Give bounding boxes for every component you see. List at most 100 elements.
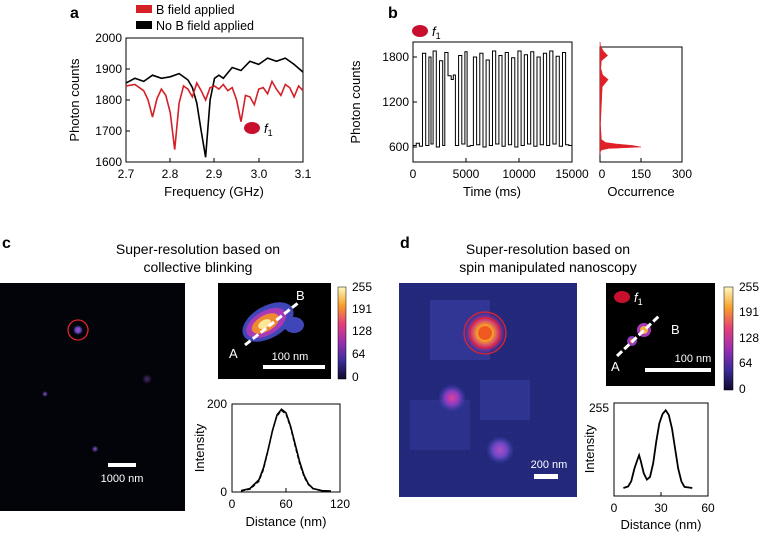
colorbar-c-tick-191: 191 bbox=[352, 302, 372, 316]
profile-line-c bbox=[244, 301, 299, 347]
marker-f1-a-label: f1 bbox=[264, 121, 273, 138]
chart-b-hist-xlabel: Occurrence bbox=[607, 184, 674, 199]
chart-c-xtick-120: 120 bbox=[330, 497, 350, 511]
colorbar-c-tick-255: 255 bbox=[352, 280, 372, 294]
marker-f1-a bbox=[244, 122, 260, 134]
chart-b-ylabel: Photon counts bbox=[348, 60, 363, 144]
chart-c-profile-axes: 200 0 0 60 120 Distance (nm) Intensity bbox=[192, 397, 350, 529]
panel-label-d: d bbox=[400, 235, 410, 252]
chart-a-axes: 2000 1900 1800 1700 1600 2.7 2.8 2.9 3.0… bbox=[67, 31, 312, 199]
chart-a-ytick-1900: 1900 bbox=[95, 62, 122, 76]
legend-a: B field applied No B field applied bbox=[136, 3, 254, 33]
marker-f1-b-label: f1 bbox=[432, 24, 441, 41]
series-c-fit-line bbox=[240, 409, 332, 493]
chart-b-histogram-axes: 0 150 300 Occurrence bbox=[599, 46, 692, 199]
legend-label-no-b-field: No B field applied bbox=[156, 19, 254, 33]
chart-c-xlabel: Distance (nm) bbox=[246, 514, 327, 529]
chart-b-hist-xtick-0: 0 bbox=[599, 167, 606, 181]
chart-b-ytick-1800: 1800 bbox=[382, 50, 409, 64]
chart-a-xtick-2.9: 2.9 bbox=[206, 167, 223, 181]
point-b-d: B bbox=[671, 322, 680, 337]
chart-c-ytick-0: 0 bbox=[220, 485, 227, 499]
chart-b-xtick-0: 0 bbox=[410, 167, 417, 181]
chart-d-xtick-60: 60 bbox=[701, 501, 715, 515]
panel-c-inset: A B 100 nm bbox=[218, 283, 331, 379]
panel-d-image: 200 nm bbox=[399, 283, 577, 497]
chart-d-xtick-0: 0 bbox=[611, 501, 618, 515]
chart-c-ylabel: Intensity bbox=[192, 423, 207, 472]
point-a-c: A bbox=[229, 346, 238, 361]
colorbar-d: 255 191 128 64 0 bbox=[723, 280, 759, 396]
chart-a-ytick-1700: 1700 bbox=[95, 124, 122, 138]
chart-d-ylabel: Intensity bbox=[582, 424, 597, 473]
series-d-intensity-line bbox=[623, 408, 693, 489]
colorbar-d-tick-128: 128 bbox=[739, 331, 759, 345]
chart-a-xtick-3.0: 3.0 bbox=[251, 167, 268, 181]
scalebar-d-label: 200 nm bbox=[531, 459, 568, 471]
panel-label-c: c bbox=[2, 235, 11, 252]
inset-scalebar-c-label: 100 nm bbox=[272, 351, 309, 363]
colorbar-d-tick-0: 0 bbox=[739, 382, 746, 396]
legend-label-b-field: B field applied bbox=[156, 3, 235, 17]
colorbar-d-tick-191: 191 bbox=[739, 305, 759, 319]
chart-a-xticks bbox=[125, 158, 304, 162]
colorbar-d-tick-64: 64 bbox=[739, 356, 753, 370]
panel-d-title-line2: spin manipulated nanoscopy bbox=[459, 259, 636, 275]
marker-f1-d bbox=[614, 291, 630, 303]
panel-c-image: 1000 nm bbox=[0, 283, 185, 511]
chart-b-yticks bbox=[413, 56, 417, 148]
marker-f1-b bbox=[412, 25, 428, 37]
chart-b-xlabel: Time (ms) bbox=[463, 184, 521, 199]
chart-a-xtick-3.1: 3.1 bbox=[295, 167, 312, 181]
panel-c-title-line2: collective blinking bbox=[144, 259, 253, 275]
chart-a-ytick-1800: 1800 bbox=[95, 93, 122, 107]
chart-d-ytick-255: 255 bbox=[589, 401, 609, 415]
panel-d-inset: f1 A B 100 nm bbox=[606, 283, 715, 386]
highlight-circle-d-outer bbox=[463, 311, 507, 355]
series-b-field-line bbox=[125, 79, 304, 150]
series-f1-time-trace bbox=[413, 50, 573, 148]
inset-scalebar-d bbox=[645, 368, 711, 372]
chart-b-xtick-10000: 10000 bbox=[502, 167, 536, 181]
legend-swatch-b-field bbox=[136, 5, 152, 13]
inset-scalebar-d-label: 100 nm bbox=[675, 353, 712, 365]
chart-b-hist-xtick-150: 150 bbox=[631, 167, 651, 181]
colorbar-c: 255 191 128 64 0 bbox=[337, 280, 372, 384]
chart-a-frame bbox=[125, 37, 304, 163]
panel-label-b: b bbox=[388, 5, 398, 22]
colorbar-c-tick-64: 64 bbox=[352, 347, 366, 361]
colorbar-d-tick-255: 255 bbox=[739, 280, 759, 294]
legend-swatch-no-b-field bbox=[136, 21, 152, 29]
chart-a-ylabel: Photon counts bbox=[67, 58, 82, 142]
chart-a-xlabel: Frequency (GHz) bbox=[164, 184, 264, 199]
chart-b-xtick-15000: 15000 bbox=[555, 167, 589, 181]
chart-a-xtick-2.8: 2.8 bbox=[162, 167, 179, 181]
chart-b-axes: 600 1200 1800 0 5000 10000 15000 Time (m… bbox=[348, 41, 589, 199]
chart-c-xtick-60: 60 bbox=[279, 497, 293, 511]
chart-d-xlabel: Distance (nm) bbox=[621, 517, 702, 532]
scalebar-c bbox=[108, 463, 136, 467]
colorbar-c-tick-128: 128 bbox=[352, 324, 372, 338]
chart-a-xtick-2.7: 2.7 bbox=[118, 167, 135, 181]
panel-d-title-line1: Super-resolution based on bbox=[466, 241, 630, 257]
marker-f1-d-label: f1 bbox=[634, 290, 643, 307]
series-no-b-field-line bbox=[125, 57, 304, 158]
point-a-d: A bbox=[611, 359, 620, 374]
scalebar-d bbox=[534, 474, 558, 479]
chart-a-ytick-1600: 1600 bbox=[95, 155, 122, 169]
chart-d-xtick-30: 30 bbox=[654, 501, 668, 515]
highlight-circle-c bbox=[67, 319, 89, 341]
colorbar-c-tick-0: 0 bbox=[352, 370, 359, 384]
series-occurrence-histogram bbox=[599, 41, 642, 155]
chart-d-profile-axes: 255 0 30 60 Distance (nm) Intensity bbox=[582, 401, 715, 532]
scalebar-c-label: 1000 nm bbox=[101, 473, 144, 485]
chart-c-profile-frame bbox=[231, 403, 341, 493]
point-b-c: B bbox=[296, 288, 305, 303]
inset-scalebar-c bbox=[263, 365, 325, 369]
chart-b-ytick-600: 600 bbox=[389, 140, 409, 154]
chart-b-xtick-5000: 5000 bbox=[453, 167, 480, 181]
chart-b-ytick-1200: 1200 bbox=[382, 95, 409, 109]
chart-a-yticks bbox=[126, 37, 130, 163]
panel-c-title-line1: Super-resolution based on bbox=[116, 241, 280, 257]
